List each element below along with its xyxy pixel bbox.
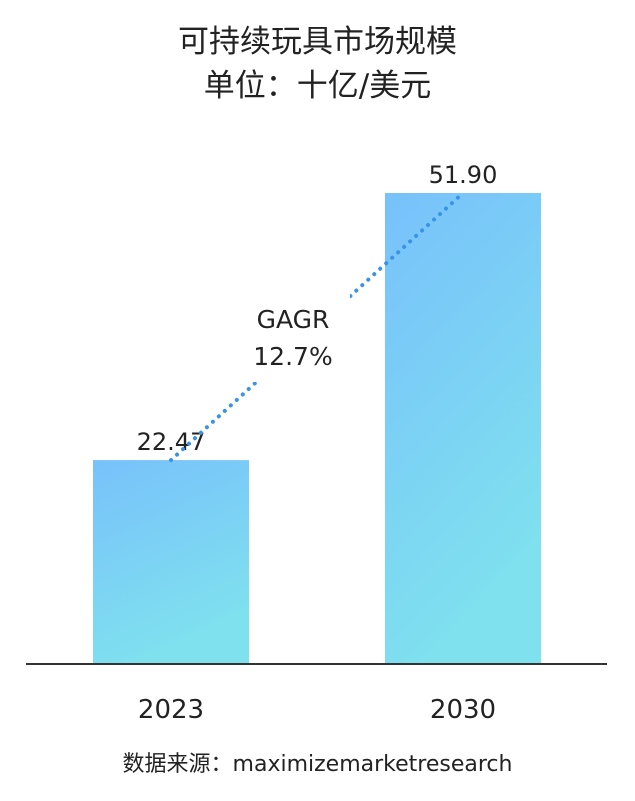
- cagr-value: 12.7%: [253, 342, 332, 371]
- bar-2023: [93, 460, 249, 664]
- x-tick-label-2023: 2023: [138, 695, 204, 725]
- chart-subtitle-unit: 单位：十亿/美元: [203, 68, 432, 104]
- bars-layer: [93, 193, 541, 664]
- x-tick-label-2030: 2030: [430, 695, 496, 725]
- value-label-2030: 51.90: [429, 161, 498, 189]
- chart-title: 可持续玩具市场规模: [178, 24, 457, 60]
- data-source-note: 数据来源：maximizemarketresearch: [122, 752, 513, 777]
- value-label-2023: 22.47: [137, 428, 206, 456]
- labels-layer: 22.47 2023 51.90 2030: [137, 161, 498, 725]
- bar-2030: [385, 193, 541, 664]
- cagr-trend-line: [169, 191, 465, 463]
- cagr-label-backdrop: [240, 292, 350, 382]
- cagr-label: GAGR: [257, 305, 330, 334]
